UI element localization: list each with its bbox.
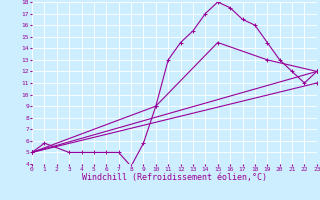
X-axis label: Windchill (Refroidissement éolien,°C): Windchill (Refroidissement éolien,°C) [82, 173, 267, 182]
